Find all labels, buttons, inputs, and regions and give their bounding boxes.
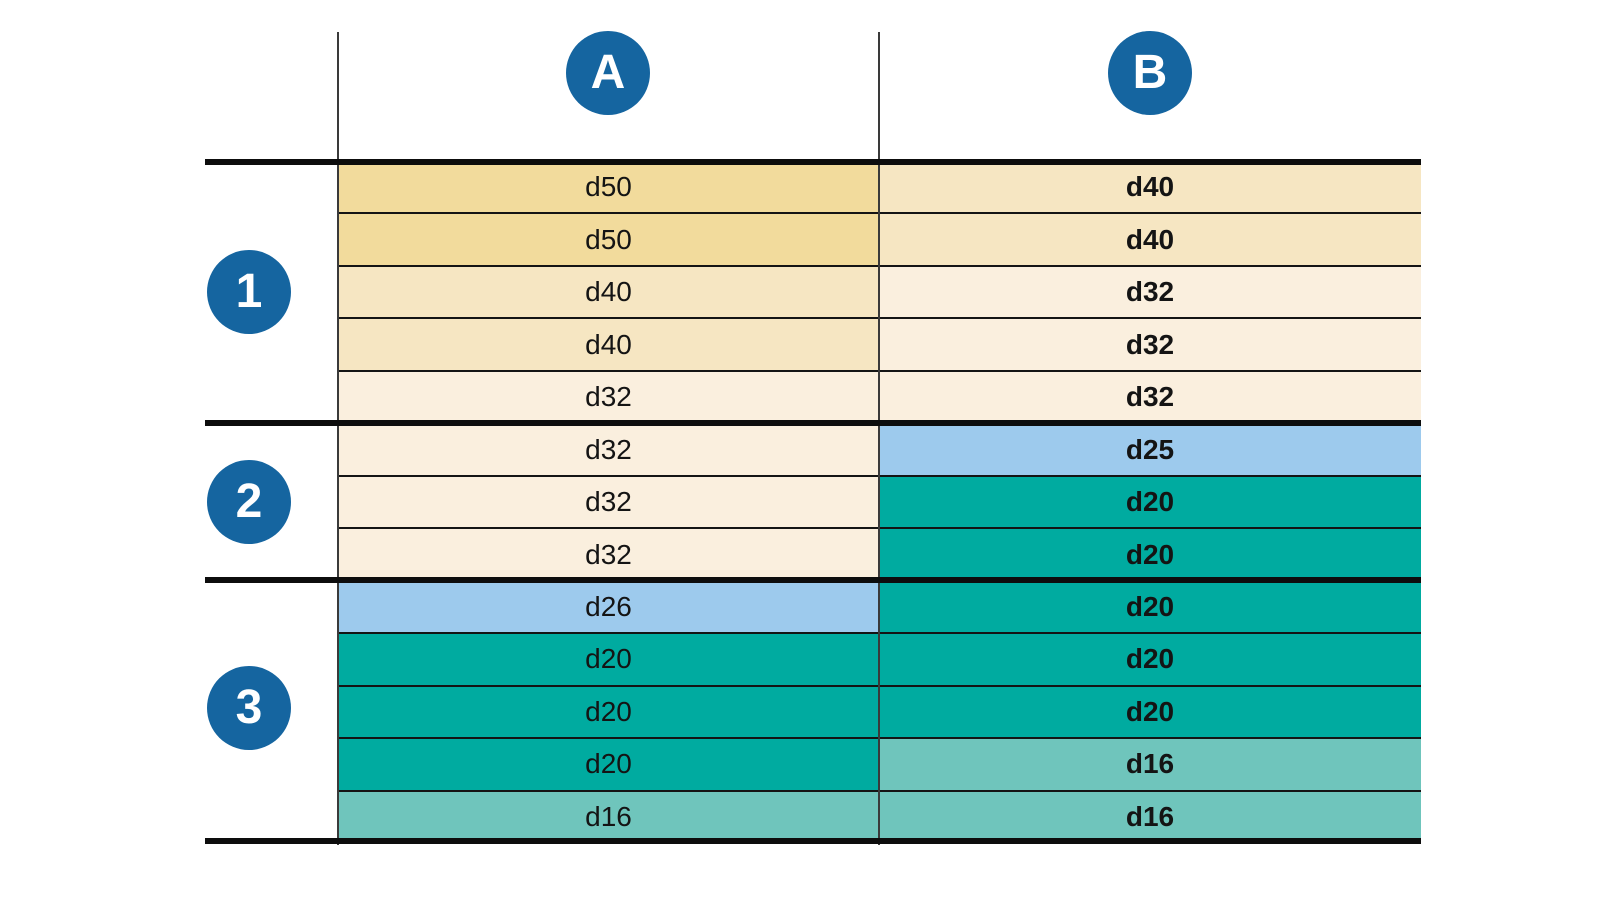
cell-column-a: d20 (338, 739, 879, 790)
table-top-rule (205, 159, 1421, 165)
column-divider-rule (878, 32, 880, 845)
cell-column-a: d26 (338, 581, 879, 633)
table-row: d20 d16 (338, 739, 1421, 792)
group-badge-3: 3 (207, 666, 291, 750)
cell-column-b: d32 (879, 266, 1421, 318)
cell-column-a: d50 (338, 162, 879, 213)
cell-column-b: d20 (879, 581, 1421, 633)
cell-column-b: d20 (879, 686, 1421, 738)
table-row: d50 d40 (338, 162, 1421, 215)
cell-column-b: d40 (879, 162, 1421, 213)
cell-column-b: d20 (879, 529, 1421, 580)
column-header-badge-b: B (1108, 31, 1192, 115)
cell-column-b: d16 (879, 739, 1421, 790)
table-row: d32 d20 (338, 529, 1421, 582)
table-bottom-rule (205, 838, 1421, 844)
group-1-2-separator-rule (205, 420, 1421, 426)
cell-column-a: d50 (338, 214, 879, 265)
cell-column-a: d32 (338, 424, 879, 475)
table-row: d40 d32 (338, 319, 1421, 372)
cell-column-b: d32 (879, 319, 1421, 370)
table-row: d32 d20 (338, 476, 1421, 530)
cell-column-b: d25 (879, 424, 1421, 475)
cell-column-a: d40 (338, 266, 879, 318)
cell-column-a: d32 (338, 371, 879, 423)
table-row: d16 d16 (338, 791, 1421, 843)
cell-column-b: d32 (879, 371, 1421, 423)
cell-column-b: d16 (879, 791, 1421, 843)
cell-column-a: d20 (338, 634, 879, 685)
cell-column-b: d40 (879, 214, 1421, 265)
column-header-badge-a: A (566, 31, 650, 115)
group-badge-1: 1 (207, 250, 291, 334)
group-2-3-separator-rule (205, 577, 1421, 583)
cell-column-a: d32 (338, 476, 879, 528)
table-row: d20 d20 (338, 634, 1421, 687)
column-a-left-rule (337, 32, 339, 845)
table-row: d26 d20 (338, 581, 1421, 635)
cell-column-a: d40 (338, 319, 879, 370)
cell-column-a: d16 (338, 791, 879, 843)
group-badge-2: 2 (207, 460, 291, 544)
cell-column-a: d20 (338, 686, 879, 738)
cell-column-a: d32 (338, 529, 879, 580)
cell-column-b: d20 (879, 476, 1421, 528)
cell-column-b: d20 (879, 634, 1421, 685)
